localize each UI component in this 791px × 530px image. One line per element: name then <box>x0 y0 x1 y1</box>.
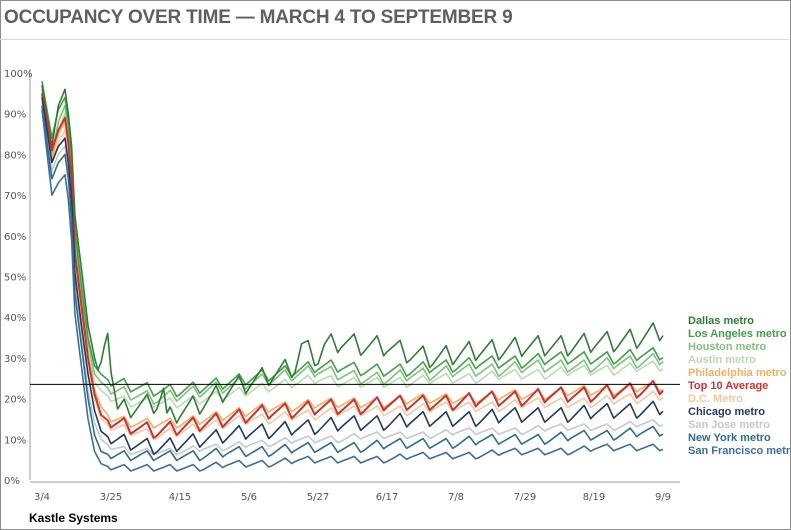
legend-entry: Dallas metro <box>688 315 754 327</box>
y-tick-label: 10% <box>4 435 26 446</box>
legend-entry: San Francisco metro <box>688 445 791 457</box>
x-axis: 3/4 3/25 4/15 5/6 5/27 6/17 7/8 7/29 8/19 9/9 <box>30 481 680 503</box>
legend-entry: Chicago metro <box>688 406 765 418</box>
series-line-san-jose-metro <box>41 101 664 456</box>
series-line-top-10-average <box>41 93 664 439</box>
legend-entry: Austin metro <box>688 354 756 366</box>
y-tick-label: 30% <box>4 354 26 365</box>
y-tick-label: 0% <box>4 476 20 487</box>
chart-title: OCCUPANCY OVER TIME — MARCH 4 TO SEPTEMB… <box>4 7 513 28</box>
x-tick-label: 7/8 <box>448 492 464 503</box>
x-tick-label: 3/4 <box>34 492 50 503</box>
legend-entry: San Jose metro <box>688 419 770 431</box>
legend-entry: D.C. Metro <box>688 393 743 405</box>
legend-entry: Top 10 Average <box>688 380 768 392</box>
series-line-san-francisco-metro <box>41 109 664 472</box>
y-tick-label: 80% <box>4 150 26 161</box>
y-tick-label: 100% <box>4 69 33 80</box>
y-tick-label: 50% <box>4 273 26 284</box>
legend-entry: Philadelphia metro <box>688 367 787 379</box>
legend-entry: Houston metro <box>688 341 767 353</box>
series-line-dallas-metro <box>41 85 664 424</box>
y-tick-label: 40% <box>4 313 26 324</box>
x-tick-label: 8/19 <box>583 492 605 503</box>
series-line-new-york-metro <box>41 105 664 462</box>
series-lines <box>41 80 664 472</box>
x-tick-label: 9/9 <box>655 492 671 503</box>
series-line-los-angeles-metro <box>41 80 664 398</box>
x-tick-label: 5/6 <box>241 492 257 503</box>
x-tick-label: 4/15 <box>169 492 191 503</box>
y-tick-label: 90% <box>4 110 26 121</box>
title-divider <box>0 39 789 40</box>
series-line-d-c-metro <box>41 97 664 441</box>
x-tick-label: 6/17 <box>376 492 398 503</box>
legend-entry: Los Angeles metro <box>688 328 787 340</box>
y-tick-label: 20% <box>4 395 26 406</box>
x-tick-label: 5/27 <box>307 492 329 503</box>
y-tick-label: 60% <box>4 232 26 243</box>
series-line-houston-metro <box>41 89 664 405</box>
x-tick-label: 3/25 <box>100 492 122 503</box>
series-line-chicago-metro <box>41 97 664 455</box>
y-tick-label: 70% <box>4 191 26 202</box>
series-line-austin-metro <box>41 89 664 409</box>
y-axis: 0% 10% 20% 30% 40% 50% 60% 70% 80% 90% 100% <box>4 69 33 487</box>
source-credit: Kastle Systems <box>29 511 118 525</box>
x-tick-label: 7/29 <box>514 492 536 503</box>
legend-entry: New York metro <box>688 432 771 444</box>
